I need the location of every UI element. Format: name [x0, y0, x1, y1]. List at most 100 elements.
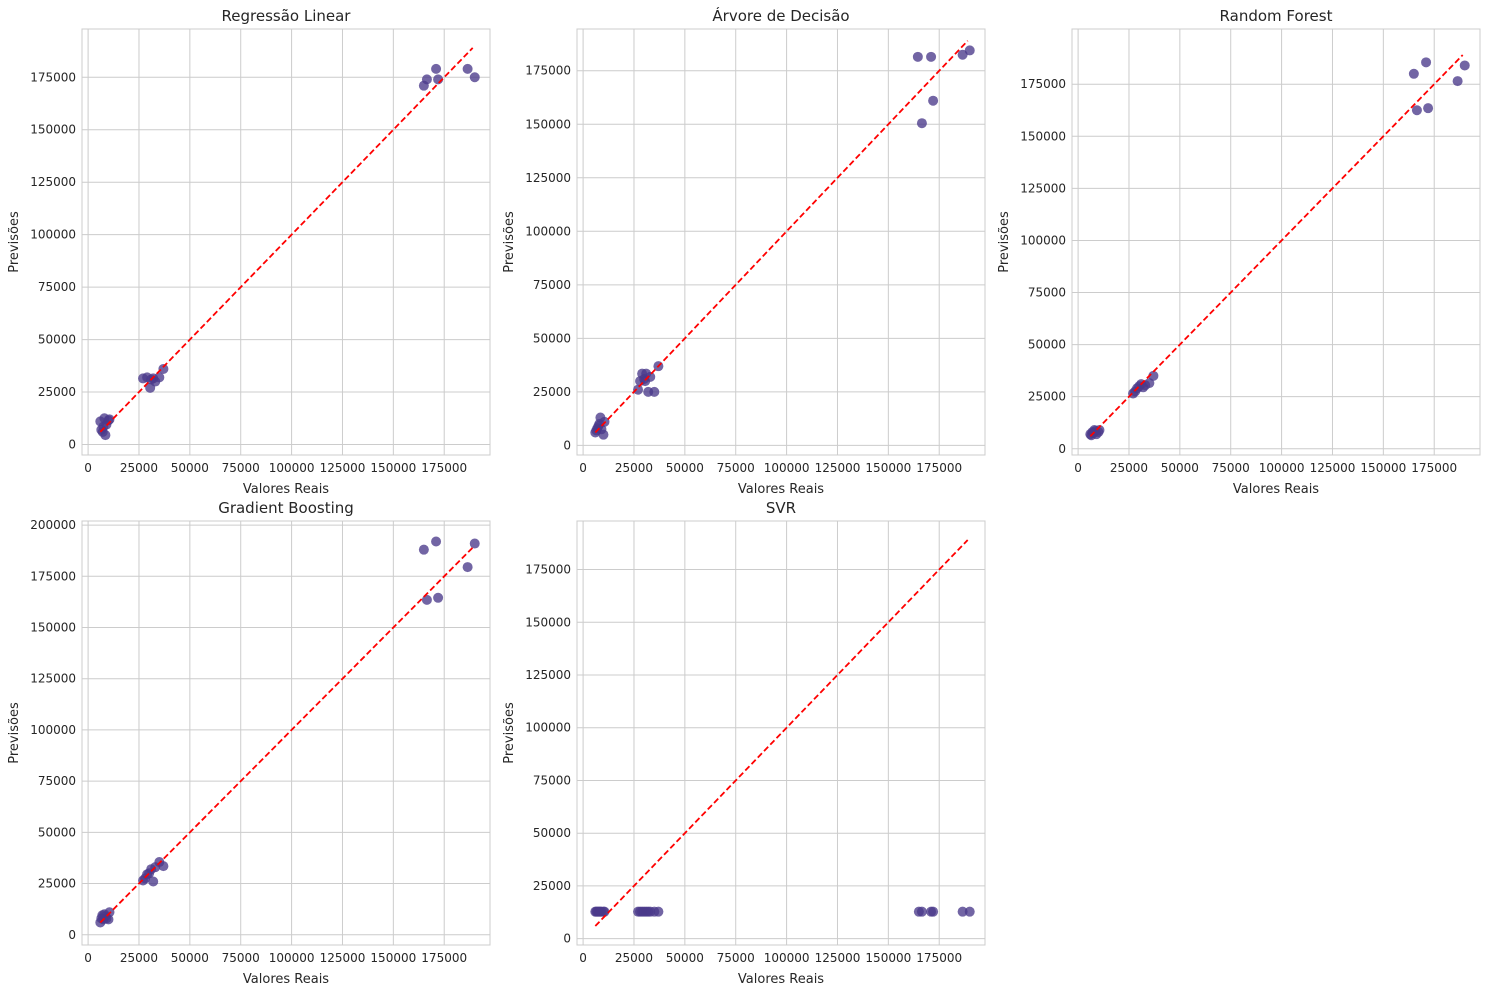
y-axis-label: Previsões: [7, 211, 22, 273]
x-tick-label: 25000: [120, 461, 158, 475]
data-point: [100, 430, 111, 441]
ideal-prediction-line: [99, 47, 474, 433]
y-tick-label: 125000: [525, 171, 571, 185]
y-tick-label: 0: [1058, 442, 1066, 456]
x-tick-label: 50000: [666, 951, 704, 965]
x-tick-label: 100000: [269, 461, 315, 475]
y-axis-label: Previsões: [997, 211, 1012, 273]
data-point: [599, 906, 610, 917]
subplot-4: 0 25000 50000 75000 100000 125000 150000 175000…: [7, 499, 491, 987]
y-tick-label: 175000: [30, 569, 76, 583]
axes-frame: [81, 520, 491, 946]
y-tick-label: 50000: [533, 331, 571, 345]
data-point: [431, 536, 442, 547]
data-point: [158, 363, 169, 374]
subplot-5: 0 25000 50000 75000 100000 125000 150000 175000…: [502, 499, 986, 987]
data-point: [964, 45, 975, 56]
ideal-prediction-line: [99, 546, 474, 924]
data-point: [1144, 378, 1155, 389]
data-point: [1423, 103, 1434, 114]
data-point: [418, 544, 429, 555]
y-tick-label: 125000: [525, 668, 571, 682]
x-tick-label: 100000: [1259, 461, 1305, 475]
data-point: [957, 906, 968, 917]
y-tick-label: 25000: [38, 385, 76, 399]
x-tick-label: 0: [579, 461, 587, 475]
x-tick-label: 125000: [320, 461, 366, 475]
ideal-prediction-line: [1089, 54, 1464, 437]
data-point: [1411, 105, 1422, 116]
data-point: [1408, 68, 1419, 79]
subplot-3: 0 25000 50000 75000 100000 125000 150000 175000…: [997, 7, 1481, 497]
x-tick-label: 25000: [120, 951, 158, 965]
data-point: [1452, 76, 1463, 87]
x-tick-label: 100000: [764, 461, 810, 475]
x-tick-label: 100000: [269, 951, 315, 965]
data-point: [916, 906, 927, 917]
y-tick-label: 25000: [1028, 390, 1066, 404]
y-tick-label: 0: [563, 932, 571, 946]
x-tick-label: 0: [579, 951, 587, 965]
y-axis-label: Previsões: [7, 702, 22, 764]
data-point: [926, 51, 937, 62]
x-tick-label: 25000: [615, 951, 653, 965]
x-tick-label: 175000: [421, 951, 467, 965]
ideal-prediction-line: [594, 40, 969, 434]
ideal-prediction-line: [594, 539, 969, 927]
x-tick-label: 50000: [171, 951, 209, 965]
axes-frame: [81, 28, 491, 456]
x-axis-label: Valores Reais: [1233, 482, 1319, 497]
y-tick-label: 100000: [525, 721, 571, 735]
y-tick-label: 0: [68, 928, 76, 942]
data-point: [1094, 425, 1105, 436]
y-tick-label: 100000: [30, 723, 76, 737]
data-point: [916, 118, 927, 129]
x-axis-label: Valores Reais: [738, 482, 824, 497]
y-tick-label: 150000: [30, 123, 76, 137]
y-tick-label: 175000: [1020, 77, 1066, 91]
data-point: [964, 906, 975, 917]
x-tick-label: 0: [84, 461, 92, 475]
y-tick-label: 50000: [38, 333, 76, 347]
data-point: [928, 95, 939, 106]
y-tick-label: 100000: [30, 228, 76, 242]
y-tick-label: 75000: [533, 278, 571, 292]
y-tick-label: 100000: [525, 224, 571, 238]
y-tick-label: 75000: [1028, 286, 1066, 300]
axes-frame: [1071, 28, 1481, 456]
x-tick-label: 75000: [1212, 461, 1250, 475]
x-tick-label: 125000: [1310, 461, 1356, 475]
x-tick-label: 0: [1074, 461, 1082, 475]
data-point: [154, 372, 165, 383]
x-tick-label: 75000: [222, 951, 260, 965]
y-tick-label: 50000: [533, 826, 571, 840]
data-point: [469, 538, 480, 549]
y-tick-label: 150000: [30, 621, 76, 635]
axes-frame: [576, 520, 986, 946]
y-tick-label: 150000: [1020, 129, 1066, 143]
x-tick-label: 125000: [815, 461, 861, 475]
subplot-title: Regressão Linear: [222, 7, 352, 25]
x-tick-label: 75000: [717, 461, 755, 475]
y-tick-label: 50000: [38, 825, 76, 839]
data-point: [148, 876, 159, 887]
subplot-title: Gradient Boosting: [218, 499, 354, 517]
x-tick-label: 25000: [1110, 461, 1148, 475]
x-tick-label: 50000: [171, 461, 209, 475]
x-axis-label: Valores Reais: [243, 482, 329, 497]
data-point: [433, 592, 444, 603]
x-tick-label: 175000: [916, 461, 962, 475]
subplot-title: Random Forest: [1220, 7, 1333, 25]
data-point: [462, 562, 473, 573]
y-axis-label: Previsões: [502, 702, 517, 764]
y-tick-label: 100000: [1020, 233, 1066, 247]
x-tick-label: 75000: [717, 951, 755, 965]
y-tick-label: 150000: [525, 615, 571, 629]
data-point: [431, 63, 442, 74]
x-tick-label: 50000: [1161, 461, 1199, 475]
subplot-title: SVR: [766, 499, 796, 517]
y-tick-label: 0: [563, 438, 571, 452]
data-point: [1421, 57, 1432, 68]
data-point: [912, 51, 923, 62]
